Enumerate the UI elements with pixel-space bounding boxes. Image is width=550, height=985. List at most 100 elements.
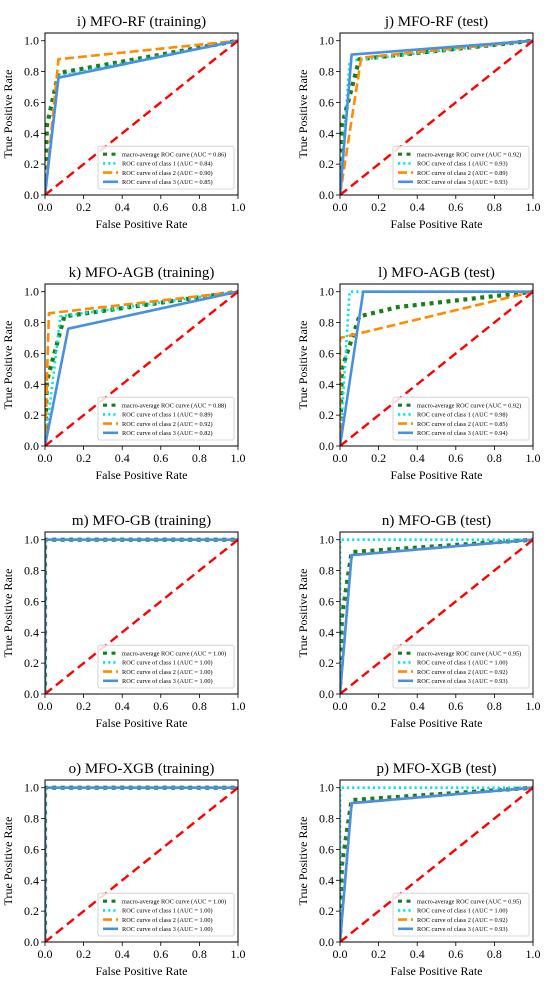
roc-panel-4: l) MFO-AGB (test) 0.0 0.2 0.4 0.6 0.8 1.0 0.0 0.… <box>296 265 541 482</box>
roc-series-class3 <box>45 538 238 694</box>
legend-entry: macro-average ROC curve (AUC = 0.92) <box>417 152 521 159</box>
legend-box <box>97 396 235 441</box>
legend-entry: ROC curve of class 2 (AUC = 0.90) <box>122 170 213 177</box>
y-axis-label: True Positive Rate <box>296 321 310 410</box>
x-tick-label: 1.0 <box>526 699 541 713</box>
chart-title: l) MFO-AGB (test) <box>378 265 495 281</box>
x-tick-label: 0.8 <box>487 947 502 961</box>
legend-entry: ROC curve of class 2 (AUC = 1.00) <box>122 917 213 924</box>
legend: macro-average ROC curve (AUC = 0.95) ROC … <box>392 644 530 689</box>
legend-entry: ROC curve of class 3 (AUC = 0.94) <box>417 430 508 437</box>
legend-entry: ROC curve of class 2 (AUC = 0.89) <box>417 170 508 177</box>
y-tick-label: 0.4 <box>319 625 334 639</box>
y-axis-label: True Positive Rate <box>296 817 310 906</box>
roc-series-class3 <box>45 786 238 942</box>
legend: macro-average ROC curve (AUC = 0.92) ROC … <box>392 396 530 441</box>
x-tick-label: 0.4 <box>115 451 130 465</box>
roc-series-class1 <box>340 538 533 694</box>
legend-box <box>97 892 235 937</box>
x-tick-label: 0.0 <box>38 699 53 713</box>
y-tick-label: 0.8 <box>319 564 334 578</box>
y-tick-label: 0.2 <box>24 904 39 918</box>
legend-entry: macro-average ROC curve (AUC = 0.95) <box>417 899 521 906</box>
y-tick-label: 0.6 <box>319 346 334 360</box>
roc-series-class3 <box>45 39 238 195</box>
legend: macro-average ROC curve (AUC = 0.92) ROC … <box>392 145 530 190</box>
y-tick-label: 0.6 <box>319 594 334 608</box>
roc-curves <box>45 289 238 446</box>
legend: macro-average ROC curve (AUC = 1.00) ROC … <box>97 644 235 689</box>
roc-series-class3 <box>340 39 533 195</box>
legend-box <box>392 644 530 689</box>
chart-title: k) MFO-AGB (training) <box>69 265 215 281</box>
x-tick-label: 0.6 <box>448 451 463 465</box>
roc-series-class1 <box>45 290 238 446</box>
x-tick-label: 1.0 <box>526 947 541 961</box>
y-tick-label: 0.4 <box>24 873 39 887</box>
legend-entry: ROC curve of class 1 (AUC = 1.00) <box>417 908 508 915</box>
roc-curves <box>340 38 533 195</box>
legend-entry: ROC curve of class 1 (AUC = 1.00) <box>122 660 213 667</box>
roc-series-class3 <box>340 786 533 942</box>
legend: macro-average ROC curve (AUC = 1.00) ROC … <box>97 892 235 937</box>
roc-panel-2: j) MFO-RF (test) 0.0 0.2 0.4 0.6 0.8 1.0 0.0 0.2… <box>296 14 541 231</box>
y-axis-label: True Positive Rate <box>1 569 15 658</box>
x-tick-label: 0.0 <box>38 451 53 465</box>
x-axis-label: False Positive Rate <box>391 468 483 482</box>
y-tick-label: 0.0 <box>319 439 334 453</box>
x-tick-label: 0.2 <box>371 200 386 214</box>
legend-entry: ROC curve of class 3 (AUC = 0.82) <box>122 430 213 437</box>
y-axis-label: True Positive Rate <box>1 321 15 410</box>
x-tick-label: 0.8 <box>192 451 207 465</box>
y-tick-label: 0.2 <box>24 408 39 422</box>
y-axis-label: True Positive Rate <box>296 70 310 159</box>
roc-panel-1: i) MFO-RF (training) 0.0 0.2 0.4 0.6 0.8 1.0 0.… <box>1 14 246 231</box>
legend-entry: ROC curve of class 2 (AUC = 0.85) <box>417 421 508 428</box>
legend-box <box>97 644 235 689</box>
y-tick-label: 0.2 <box>24 157 39 171</box>
legend-entry: ROC curve of class 3 (AUC = 0.93) <box>417 926 508 933</box>
roc-curves <box>340 537 533 694</box>
legend-box <box>392 396 530 441</box>
y-axis-label: True Positive Rate <box>296 569 310 658</box>
legend-entry: macro-average ROC curve (AUC = 0.95) <box>417 651 521 658</box>
x-tick-label: 0.6 <box>153 451 168 465</box>
legend-entry: macro-average ROC curve (AUC = 1.00) <box>122 651 226 658</box>
x-axis-label: False Positive Rate <box>96 716 188 730</box>
y-tick-label: 0.0 <box>24 935 39 949</box>
y-tick-label: 1.0 <box>319 781 334 795</box>
legend-entry: ROC curve of class 2 (AUC = 0.92) <box>122 421 213 428</box>
plot-frame <box>339 779 534 943</box>
x-tick-label: 0.0 <box>333 947 348 961</box>
x-axis-label: False Positive Rate <box>391 217 483 231</box>
chart-title: o) MFO-XGB (training) <box>69 761 215 777</box>
x-axis-label: False Positive Rate <box>96 217 188 231</box>
legend-entry: ROC curve of class 1 (AUC = 0.89) <box>122 412 213 419</box>
roc-series-class3 <box>340 538 533 694</box>
x-tick-label: 1.0 <box>231 451 246 465</box>
y-tick-label: 0.8 <box>319 316 334 330</box>
y-tick-label: 0.0 <box>24 439 39 453</box>
x-tick-label: 1.0 <box>526 451 541 465</box>
legend-entry: macro-average ROC curve (AUC = 0.92) <box>417 403 521 410</box>
x-tick-label: 0.8 <box>487 699 502 713</box>
y-tick-label: 0.2 <box>319 656 334 670</box>
chart-title: m) MFO-GB (training) <box>72 513 211 529</box>
x-tick-label: 0.6 <box>153 200 168 214</box>
y-tick-label: 0.6 <box>24 346 39 360</box>
x-tick-label: 0.0 <box>38 947 53 961</box>
roc-panel-6: n) MFO-GB (test) 0.0 0.2 0.4 0.6 0.8 1.0 0.0 0.2… <box>296 513 541 730</box>
x-tick-label: 0.6 <box>448 947 463 961</box>
legend-entry: ROC curve of class 2 (AUC = 1.00) <box>122 669 213 676</box>
x-tick-label: 0.0 <box>333 699 348 713</box>
legend-entry: ROC curve of class 1 (AUC = 0.84) <box>122 161 213 168</box>
y-tick-label: 0.2 <box>319 157 334 171</box>
chart-title: p) MFO-XGB (test) <box>377 761 497 777</box>
roc-panel-5: m) MFO-GB (training) 0.0 0.2 0.4 0.6 0.8 1.0 0.… <box>1 513 246 730</box>
y-tick-label: 0.8 <box>319 65 334 79</box>
plot-frame <box>339 531 534 695</box>
y-tick-label: 0.6 <box>319 95 334 109</box>
y-tick-label: 0.4 <box>319 873 334 887</box>
roc-curves <box>45 38 238 195</box>
y-tick-label: 0.0 <box>24 188 39 202</box>
